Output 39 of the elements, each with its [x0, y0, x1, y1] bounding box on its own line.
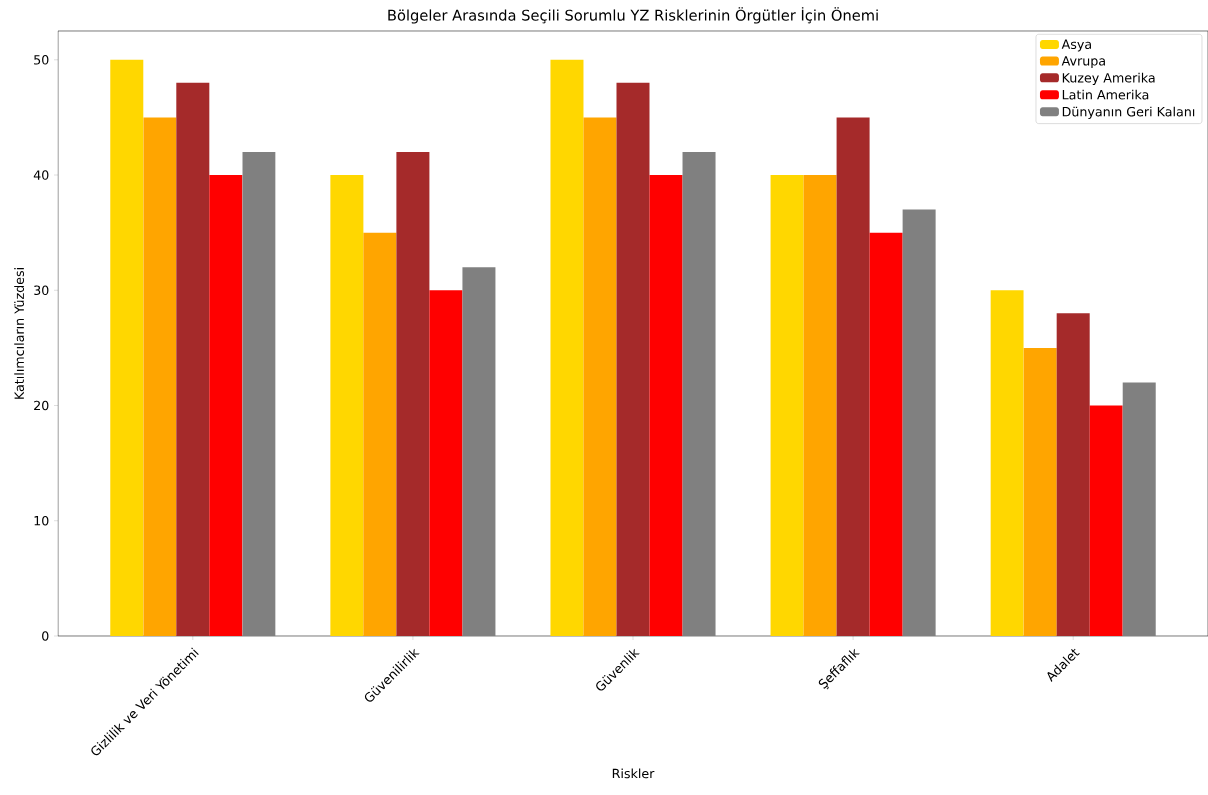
- legend-label: Latin Amerika: [1062, 89, 1149, 100]
- x-axis-title: Riskler: [612, 768, 655, 779]
- bar: [462, 267, 496, 636]
- bar: [682, 151, 716, 636]
- y-tick-label: 50: [34, 55, 49, 65]
- bar: [803, 175, 837, 636]
- bar: [836, 117, 870, 636]
- legend-label: Avrupa: [1061, 56, 1105, 69]
- bar: [616, 82, 650, 636]
- bar: [1056, 313, 1090, 636]
- bar: [990, 290, 1024, 636]
- bar: [770, 175, 804, 636]
- bar: [649, 175, 683, 636]
- bar: [143, 117, 177, 636]
- bar: [902, 209, 936, 636]
- bar: [869, 232, 903, 636]
- bar: [176, 82, 210, 636]
- y-tick-label: 30: [34, 285, 49, 296]
- y-tick-label: 10: [34, 515, 49, 526]
- bar: [363, 232, 397, 636]
- bar: [110, 59, 144, 636]
- legend-label: Dünyanın Geri Kalanı: [1062, 106, 1195, 119]
- legend-label: Asya: [1061, 39, 1091, 52]
- y-tick-label: 0: [42, 631, 49, 641]
- bar: [209, 175, 243, 636]
- y-axis-title: Katılımcıların Yüzdesi: [14, 268, 25, 399]
- bar: [396, 151, 430, 636]
- y-tick-label: 20: [34, 400, 49, 411]
- bar: [583, 117, 617, 636]
- bar: [1023, 347, 1057, 636]
- y-tick-label: 40: [33, 170, 49, 180]
- bar: [550, 59, 584, 636]
- bar: [1089, 405, 1123, 636]
- bar: [330, 175, 364, 636]
- bar: [1122, 382, 1156, 636]
- bar: [429, 290, 463, 636]
- bar: [242, 151, 276, 636]
- chart-title: Bölgeler Arasında Seçili Sorumlu YZ Risklerinin Örgütler İçin Önemi: [388, 7, 878, 24]
- legend-label: Kuzey Amerika: [1062, 72, 1155, 86]
